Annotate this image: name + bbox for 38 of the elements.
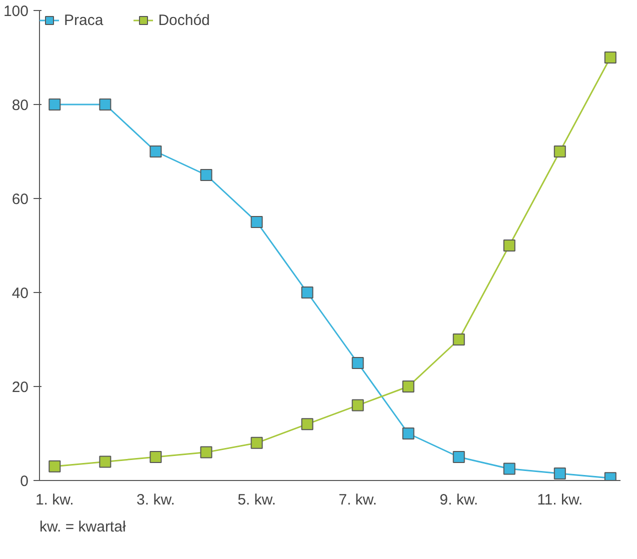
point	[402, 380, 414, 392]
point	[452, 451, 465, 463]
point	[604, 52, 616, 64]
x-tick-label: 7. kw.	[338, 492, 377, 508]
text: kw. = kwartał	[40, 518, 126, 536]
point	[554, 467, 566, 480]
y-tick-label: 60	[12, 191, 29, 208]
point	[503, 240, 516, 252]
point	[452, 334, 465, 346]
x-tick-label: 9. kw.	[440, 492, 478, 508]
point	[250, 216, 263, 228]
legend-label: Praca	[64, 12, 104, 28]
y-tick-label: 40	[12, 285, 29, 302]
point	[554, 146, 566, 158]
x-tick-label: 5. kw.	[238, 492, 276, 508]
point	[150, 451, 162, 463]
point	[352, 357, 364, 369]
x-tick-label: 1. kw.	[35, 492, 74, 508]
y-tick-label: 20	[12, 379, 29, 396]
point	[503, 462, 516, 475]
point	[99, 456, 112, 468]
point	[99, 98, 112, 110]
point	[200, 169, 212, 181]
y-tick-label: 100	[3, 3, 29, 20]
x-tick-label: 11. kw.	[537, 492, 583, 508]
point	[48, 98, 61, 110]
x-tick-label: 3. kw.	[136, 492, 175, 508]
point	[402, 428, 414, 440]
point	[200, 446, 212, 458]
point	[48, 460, 61, 472]
y-tick-label: 80	[12, 97, 29, 114]
legend-label: Dochód	[158, 12, 210, 28]
point	[250, 436, 263, 449]
y-tick-label: 0	[20, 473, 28, 490]
point	[301, 418, 314, 430]
point	[150, 146, 162, 158]
point	[352, 399, 364, 412]
point	[301, 286, 314, 298]
